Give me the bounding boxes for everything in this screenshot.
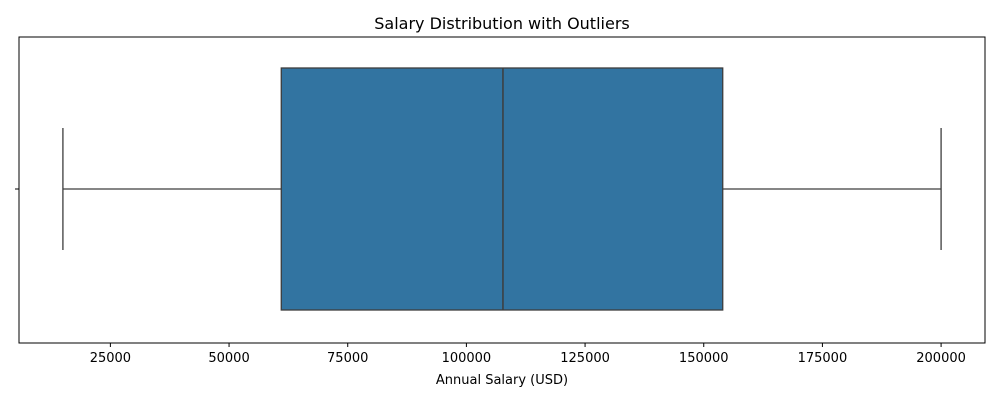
x-tick-label: 125000 bbox=[560, 351, 610, 366]
x-tick-label: 50000 bbox=[208, 351, 249, 366]
x-axis-title: Annual Salary (USD) bbox=[436, 373, 568, 388]
plot-frame bbox=[18, 36, 986, 344]
x-axis: 25000 50000 75000 100000 125000 150000 175000 2… bbox=[90, 343, 966, 366]
x-tick-label: 25000 bbox=[90, 351, 131, 366]
x-tick-label: 200000 bbox=[916, 351, 966, 366]
x-tick-label: 100000 bbox=[442, 351, 492, 366]
x-tick-label: 150000 bbox=[679, 351, 729, 366]
x-tick-label: 175000 bbox=[798, 351, 848, 366]
plot-area bbox=[62, 67, 942, 311]
interquartile-box bbox=[280, 67, 724, 311]
chart-title: Salary Distribution with Outliers bbox=[374, 14, 629, 33]
x-tick-label: 75000 bbox=[327, 351, 368, 366]
